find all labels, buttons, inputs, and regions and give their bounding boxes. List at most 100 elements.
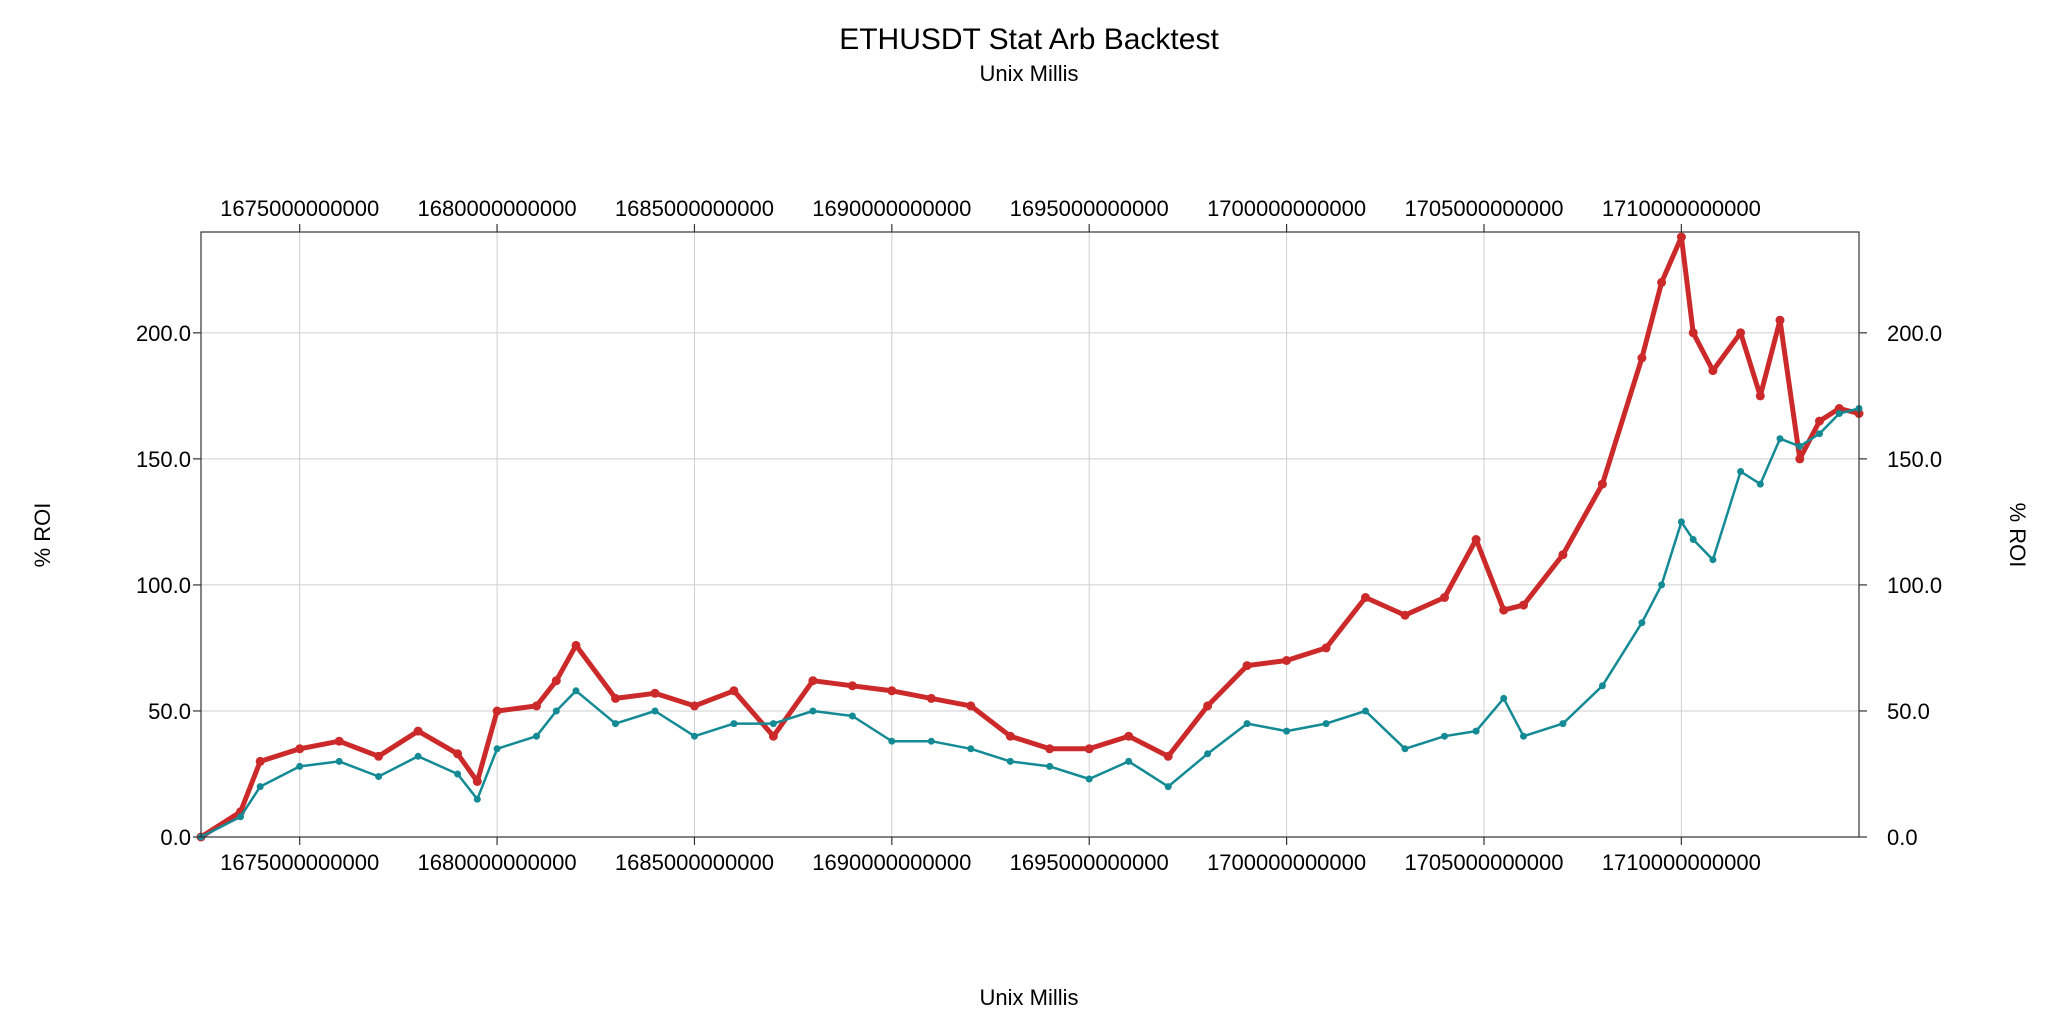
data-point [1499, 605, 1509, 615]
series-layer [196, 232, 1864, 842]
data-point [335, 757, 343, 765]
y-tick-label-left: 200.0 [136, 321, 191, 346]
x-tick-label-bottom: 1695000000000 [1010, 850, 1169, 875]
data-point [1046, 762, 1054, 770]
data-point [1005, 731, 1015, 741]
data-point [848, 712, 856, 720]
data-point [1795, 454, 1805, 464]
data-point [472, 777, 482, 786]
data-point [1243, 720, 1251, 728]
y-tick-label-left: 0.0 [160, 825, 191, 850]
data-point [552, 707, 560, 715]
data-point [1204, 750, 1212, 758]
data-point [533, 732, 540, 740]
data-point [453, 749, 463, 759]
data-point [650, 688, 660, 698]
data-point [768, 731, 778, 741]
data-point [1756, 480, 1764, 488]
data-point [690, 701, 699, 711]
data-point [296, 762, 304, 770]
data-point [1658, 581, 1666, 589]
data-point [1815, 416, 1824, 426]
data-point [1400, 610, 1410, 620]
data-point [1440, 593, 1449, 602]
chart-subtitle: Unix Millis [980, 61, 1079, 86]
data-point [1638, 619, 1646, 627]
data-point [256, 783, 264, 791]
data-point [888, 737, 896, 745]
data-point [1242, 661, 1252, 671]
data-point [1124, 731, 1134, 741]
data-point [769, 720, 777, 728]
data-point [1598, 682, 1606, 690]
data-point [334, 736, 344, 746]
x-tick-label-top: 1680000000000 [418, 196, 577, 221]
data-point [966, 701, 976, 711]
data-point [1776, 435, 1784, 443]
data-point [1736, 328, 1746, 338]
axis-ticks: 1675000000000 1675000000000 1680000000000 1… [136, 196, 1942, 875]
data-point [691, 732, 698, 740]
data-point [1677, 518, 1685, 526]
data-point [572, 687, 580, 695]
grid [201, 232, 1859, 838]
data-point [1084, 744, 1094, 754]
x-tick-label-bottom: 1705000000000 [1404, 850, 1563, 875]
y-axis-title-right: % ROI [2005, 503, 2030, 568]
data-point [551, 676, 561, 686]
data-point [1558, 550, 1568, 560]
data-point [374, 751, 384, 761]
data-point [1559, 720, 1567, 728]
data-point [414, 752, 422, 760]
data-point [651, 707, 659, 715]
data-point [532, 701, 541, 711]
y-tick-label-right: 50.0 [1887, 699, 1930, 724]
data-point [1689, 536, 1697, 543]
y-axis-title-left: % ROI [30, 503, 55, 568]
y-tick-label-right: 0.0 [1887, 825, 1918, 850]
data-point [1361, 593, 1370, 602]
data-point [1045, 744, 1055, 754]
data-point [1708, 366, 1718, 376]
data-point [1401, 745, 1409, 753]
data-point [1676, 232, 1686, 242]
data-point [927, 737, 935, 745]
data-point [1006, 757, 1014, 765]
series-line [198, 234, 1862, 840]
data-point [611, 693, 620, 703]
data-point [809, 707, 817, 715]
data-point [1322, 720, 1330, 728]
x-tick-label-bottom: 1675000000000 [220, 850, 379, 875]
data-point [1472, 727, 1480, 735]
data-point [1125, 757, 1133, 765]
data-point [1500, 694, 1508, 702]
x-tick-label-top: 1695000000000 [1010, 196, 1169, 221]
data-point [1688, 328, 1698, 338]
x-tick-label-bottom: 1690000000000 [812, 850, 971, 875]
data-point [1164, 783, 1172, 791]
x-axis-title: Unix Millis [980, 985, 1079, 1010]
series-0 [196, 232, 1864, 842]
data-point [1737, 468, 1745, 475]
data-point [808, 676, 818, 686]
data-point [1520, 732, 1527, 740]
data-point [1597, 479, 1607, 489]
data-point [413, 726, 423, 736]
x-tick-label-top: 1690000000000 [812, 196, 971, 221]
data-point [1709, 556, 1717, 564]
data-point [473, 795, 481, 803]
chart-title: ETHUSDT Stat Arb Backtest [839, 23, 1219, 56]
series-1 [197, 405, 1863, 841]
data-point [255, 756, 265, 766]
data-point [1755, 391, 1765, 401]
data-point [926, 693, 936, 703]
data-point [454, 770, 462, 778]
data-point [1321, 643, 1331, 653]
data-point [237, 813, 244, 821]
x-tick-label-bottom: 1700000000000 [1207, 850, 1366, 875]
y-tick-label-right: 150.0 [1887, 447, 1942, 472]
y-tick-label-right: 100.0 [1887, 573, 1942, 598]
data-point [1163, 751, 1173, 761]
data-point [571, 640, 581, 650]
